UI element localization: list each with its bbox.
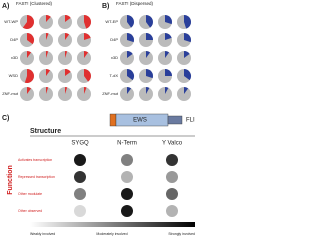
pie-slice (146, 33, 153, 40)
domain-box (167, 115, 183, 125)
pie-slice (127, 69, 134, 81)
pie-slice (24, 69, 34, 84)
row-label: Other observed (18, 209, 42, 213)
row-label: ZNF-mut (102, 91, 119, 96)
pie-slice (22, 15, 34, 29)
pie-slice (165, 87, 169, 94)
pie-slice (84, 33, 91, 40)
column-label: SYGQ (71, 141, 89, 147)
pie-slice (127, 14, 135, 28)
domain-label: FLI (186, 118, 195, 124)
involvement-circle (74, 154, 86, 166)
scale-label: Strongly involved (168, 232, 195, 236)
row-label: Other modulate (18, 192, 42, 196)
panel-label: A) (2, 3, 9, 10)
row-label: WT-EP (105, 19, 118, 24)
involvement-circle (166, 205, 178, 217)
column-label: Y Valco (162, 141, 183, 147)
pie-slice (127, 87, 132, 94)
pie-slice (127, 33, 134, 43)
pie-slice (27, 33, 35, 45)
row-label: ZNF-mut (2, 91, 19, 96)
involvement-circle (74, 171, 86, 183)
involvement-circle (166, 154, 178, 166)
pie-slice (84, 51, 89, 58)
structure-label: Structure (30, 128, 61, 135)
scale-label: Moderately involved (96, 232, 127, 236)
involvement-circle (74, 188, 86, 200)
panel-label: C) (2, 115, 9, 122)
row-label: WT-WP (4, 19, 18, 24)
pie-slice (84, 15, 92, 29)
scale-bar (30, 222, 195, 227)
pie-slice (165, 51, 170, 58)
column-label: N-Term (117, 141, 137, 147)
involvement-circle (121, 205, 133, 217)
pie-slice (65, 33, 70, 40)
pie-slice (165, 33, 172, 40)
domain-box (109, 113, 117, 127)
function-label: Function (7, 165, 14, 195)
pie-slice (165, 15, 172, 25)
row-label: x3D (111, 55, 118, 60)
pie-slice (184, 51, 190, 58)
row-label: Repressed transcription (18, 175, 55, 179)
involvement-circle (166, 188, 178, 200)
involvement-circle (166, 171, 178, 183)
pie-slice (27, 87, 32, 94)
row-label: Activates transcription (18, 158, 52, 162)
pie-slice (46, 33, 49, 40)
pie-slice (65, 87, 68, 94)
pie-slice (146, 51, 151, 58)
scale-label: Weakly involved (30, 232, 55, 236)
row-label: WSD (9, 73, 18, 78)
panel-label: B) (102, 3, 109, 10)
pie-slice (184, 87, 189, 94)
figure: A) FAST! (Clustered) B) FAST! (Dispersed… (2, 1, 195, 236)
pie-slice (65, 15, 71, 22)
pie-slice (184, 33, 191, 43)
pie-slice (184, 69, 192, 81)
row-label: x3D (11, 55, 18, 60)
panel-title: FAST! (Clustered) (16, 1, 53, 6)
pie-slice (146, 87, 150, 94)
pie-slice (84, 87, 87, 94)
pie-slice (127, 51, 133, 58)
pie-slice (184, 15, 191, 29)
pie-slice (46, 69, 51, 76)
pie-slice (65, 69, 71, 76)
domain-label: EWS (133, 118, 147, 124)
pie-slice (146, 15, 154, 28)
involvement-circle (74, 205, 86, 217)
row-label: T-dX (110, 73, 119, 78)
involvement-circle (121, 154, 133, 166)
involvement-circle (121, 171, 133, 183)
pie-slice (65, 51, 68, 58)
pie-slice (84, 69, 91, 82)
pie-slice (27, 51, 32, 58)
panel-title: FAST! (Dispersed) (116, 1, 154, 6)
pie-slice (46, 51, 49, 58)
row-label: D4P (10, 37, 18, 42)
pie-slice (146, 69, 153, 79)
row-label: D4P (110, 37, 118, 42)
pie-slice (46, 87, 49, 94)
pie-slice (46, 15, 51, 22)
involvement-circle (121, 188, 133, 200)
pie-slice (165, 69, 172, 76)
